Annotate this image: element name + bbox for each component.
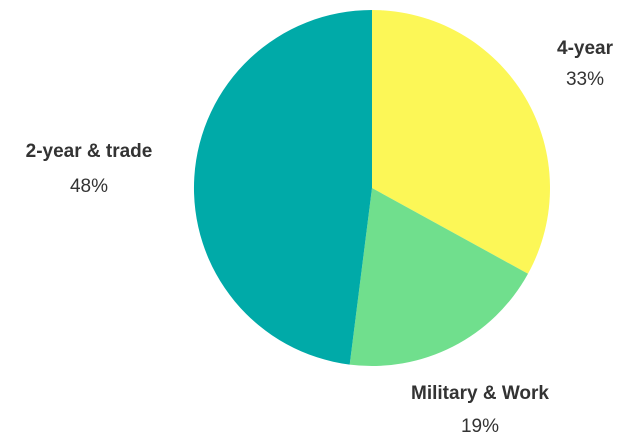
slice-value-military-work: 19% (461, 416, 499, 435)
slice-name-military-work: Military & Work (411, 383, 549, 404)
pie-slices (193, 9, 550, 367)
slice-value-2-year-trade: 48% (70, 176, 108, 197)
pie-slice-4-year (372, 10, 550, 274)
slice-label-4-year: 4-year 33% (557, 38, 614, 90)
slice-name-4-year: 4-year (557, 38, 614, 59)
pie-slice-2-year-trade (193, 9, 372, 365)
slice-value-4-year: 33% (566, 69, 604, 90)
slice-label-2-year-trade: 2-year & trade 48% (26, 141, 153, 197)
pie-slice-military-work (349, 188, 528, 367)
slice-name-2-year-trade: 2-year & trade (26, 141, 153, 162)
slice-label-military-work: Military & Work 19% (411, 383, 549, 435)
